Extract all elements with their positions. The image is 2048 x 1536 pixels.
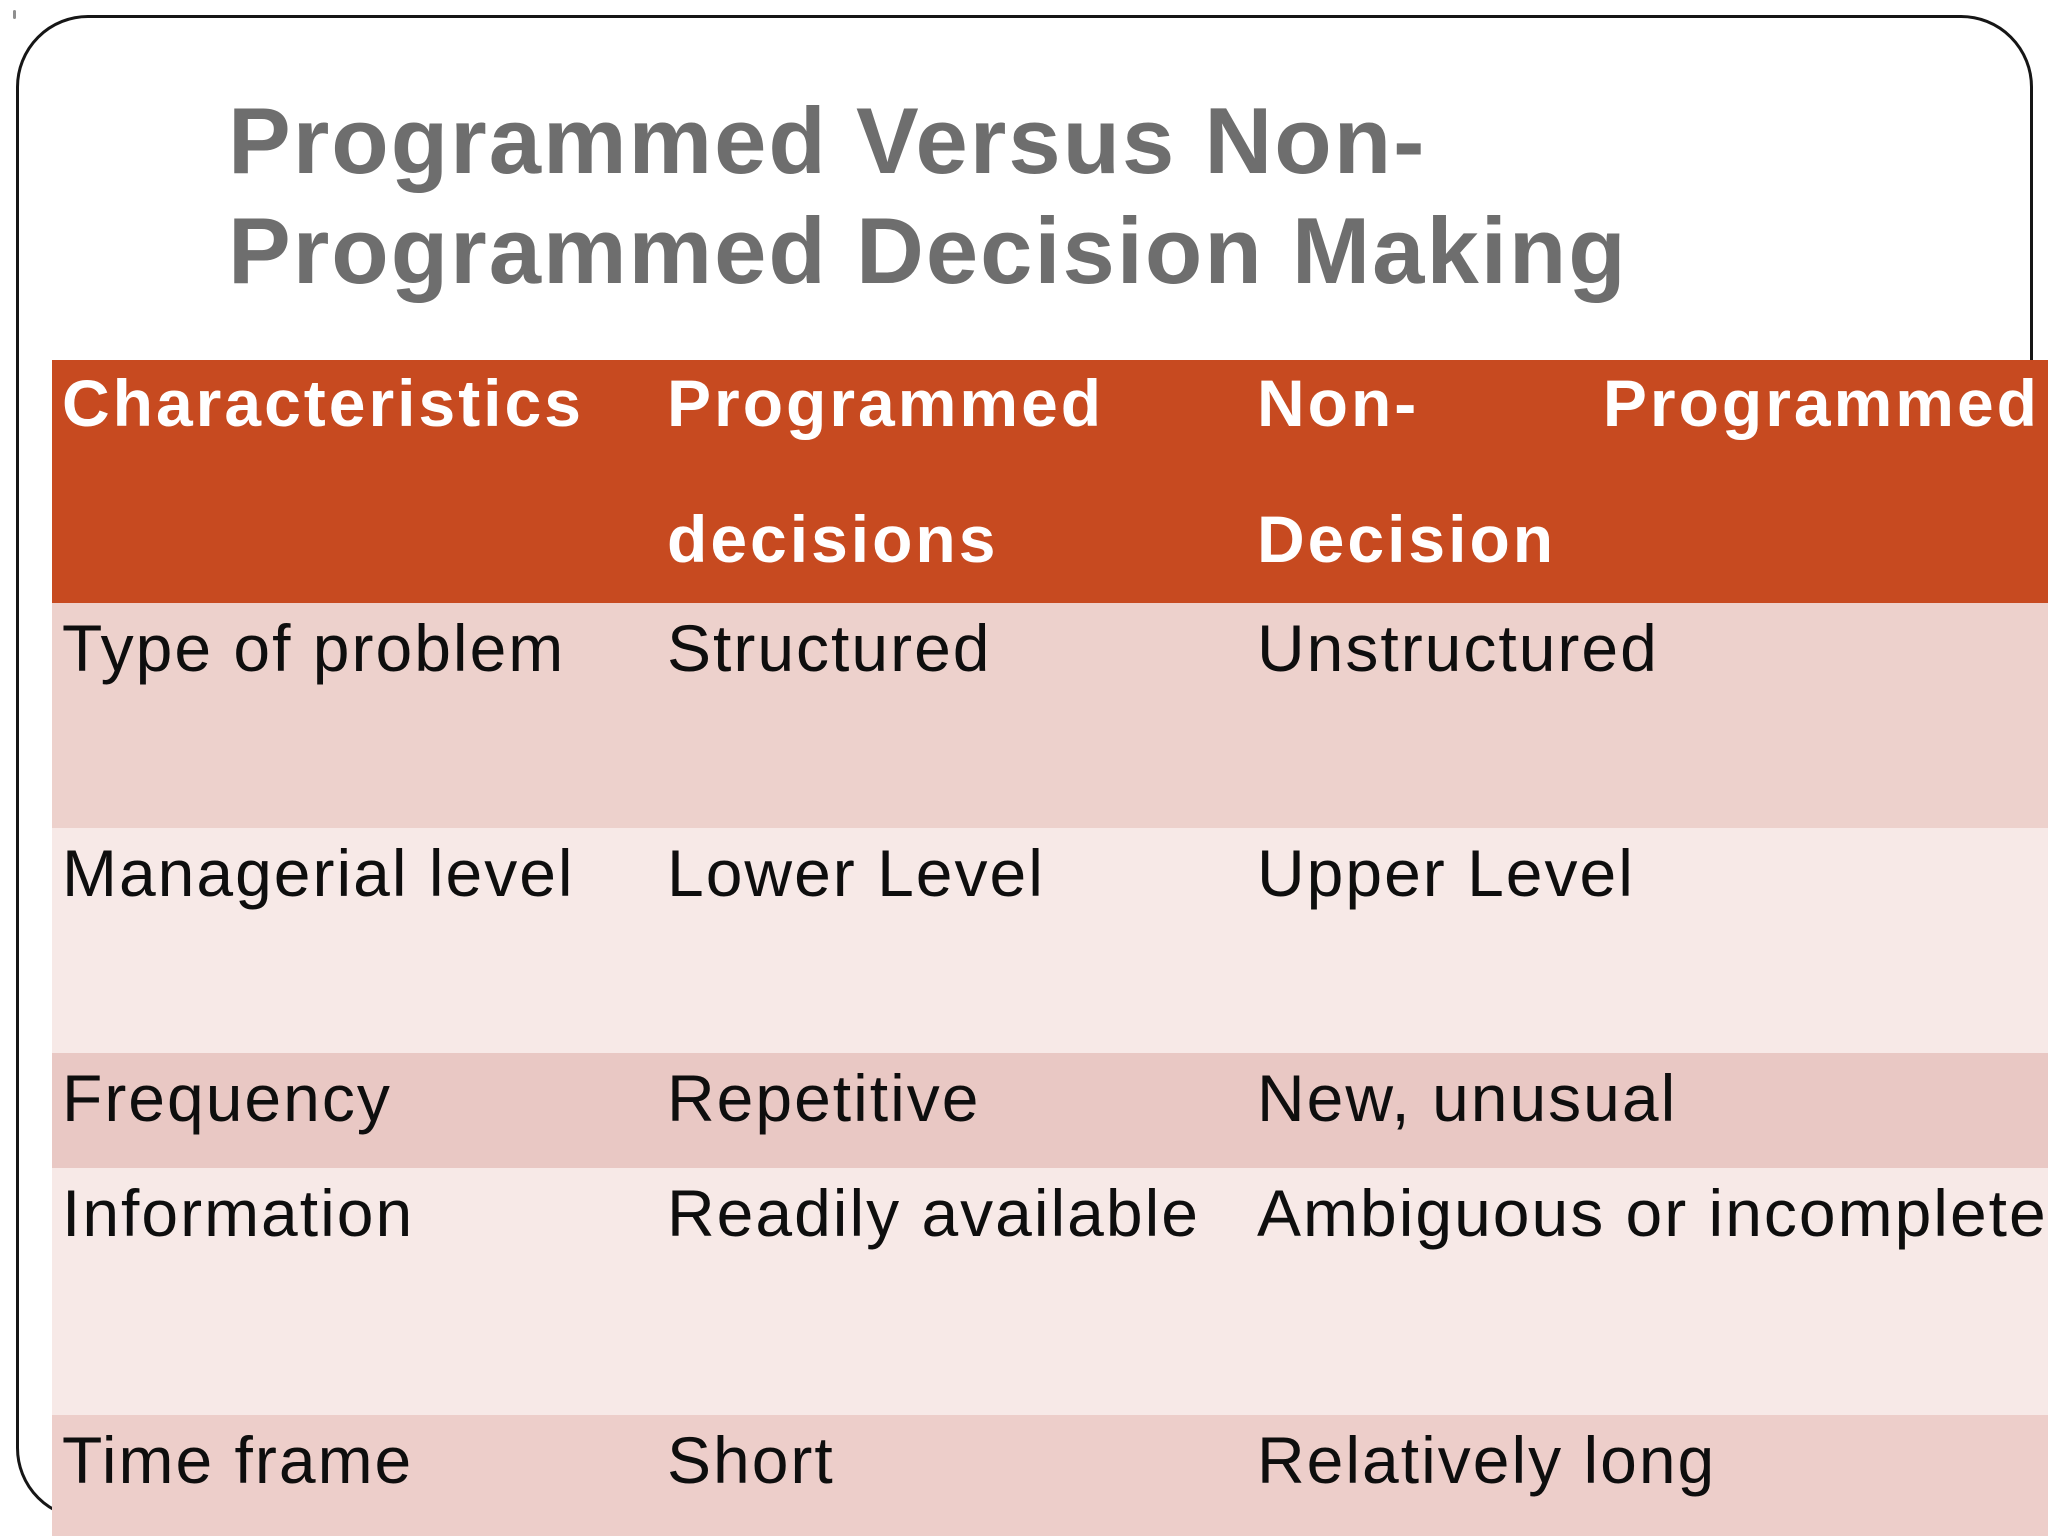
header-programmed-line-1: Programmed bbox=[667, 366, 1105, 440]
page-title-line-1: Programmed Versus Non- bbox=[228, 88, 1427, 193]
header-programmed-decisions: Programmed decisions bbox=[667, 368, 1104, 574]
programmed-cell: Lower Level bbox=[667, 836, 1045, 910]
non-programmed-cell: Unstructured bbox=[1257, 611, 1659, 685]
characteristic-cell: Frequency bbox=[62, 1061, 392, 1135]
table-row: Information Readily available Ambiguous … bbox=[52, 1168, 2048, 1415]
header-non-programmed-line-1: Non- Programmed bbox=[1257, 368, 2040, 438]
page-title: Programmed Versus Non- Programmed Decisi… bbox=[228, 86, 1628, 306]
programmed-cell: Repetitive bbox=[667, 1061, 981, 1135]
header-programmed-label: Programmed bbox=[1602, 366, 2040, 440]
characteristic-cell: Type of problem bbox=[62, 611, 566, 685]
characteristic-cell: Information bbox=[62, 1176, 415, 1250]
characteristic-cell: Managerial level bbox=[62, 836, 575, 910]
header-programmed-line-2: decisions bbox=[667, 502, 999, 576]
page-title-line-2: Programmed Decision Making bbox=[228, 198, 1628, 303]
table-row: Type of problem Structured Unstructured bbox=[52, 603, 2048, 828]
table-row: Time frame Short Relatively long bbox=[52, 1415, 2048, 1536]
header-characteristics: Characteristics bbox=[62, 366, 584, 440]
header-non-programmed-line-2: Decision bbox=[1257, 502, 1557, 576]
table-header-row: Characteristics Programmed decisions Non… bbox=[52, 360, 2048, 603]
corner-speck bbox=[13, 10, 16, 19]
header-non-programmed-decision: Non- Programmed Decision bbox=[1257, 368, 2040, 574]
comparison-table: Characteristics Programmed decisions Non… bbox=[52, 360, 2048, 1536]
non-programmed-cell: Relatively long bbox=[1257, 1423, 1717, 1497]
programmed-cell: Short bbox=[667, 1423, 835, 1497]
programmed-cell: Structured bbox=[667, 611, 992, 685]
non-programmed-cell: Upper Level bbox=[1257, 836, 1635, 910]
non-programmed-cell: Ambiguous or incomplete bbox=[1257, 1176, 2048, 1250]
non-programmed-cell: New, unusual bbox=[1257, 1061, 1678, 1135]
programmed-cell: Readily available bbox=[667, 1176, 1200, 1250]
table-row: Frequency Repetitive New, unusual bbox=[52, 1053, 2048, 1168]
characteristic-cell: Time frame bbox=[62, 1423, 414, 1497]
header-non-label: Non- bbox=[1257, 366, 1420, 440]
table-row: Managerial level Lower Level Upper Level bbox=[52, 828, 2048, 1053]
